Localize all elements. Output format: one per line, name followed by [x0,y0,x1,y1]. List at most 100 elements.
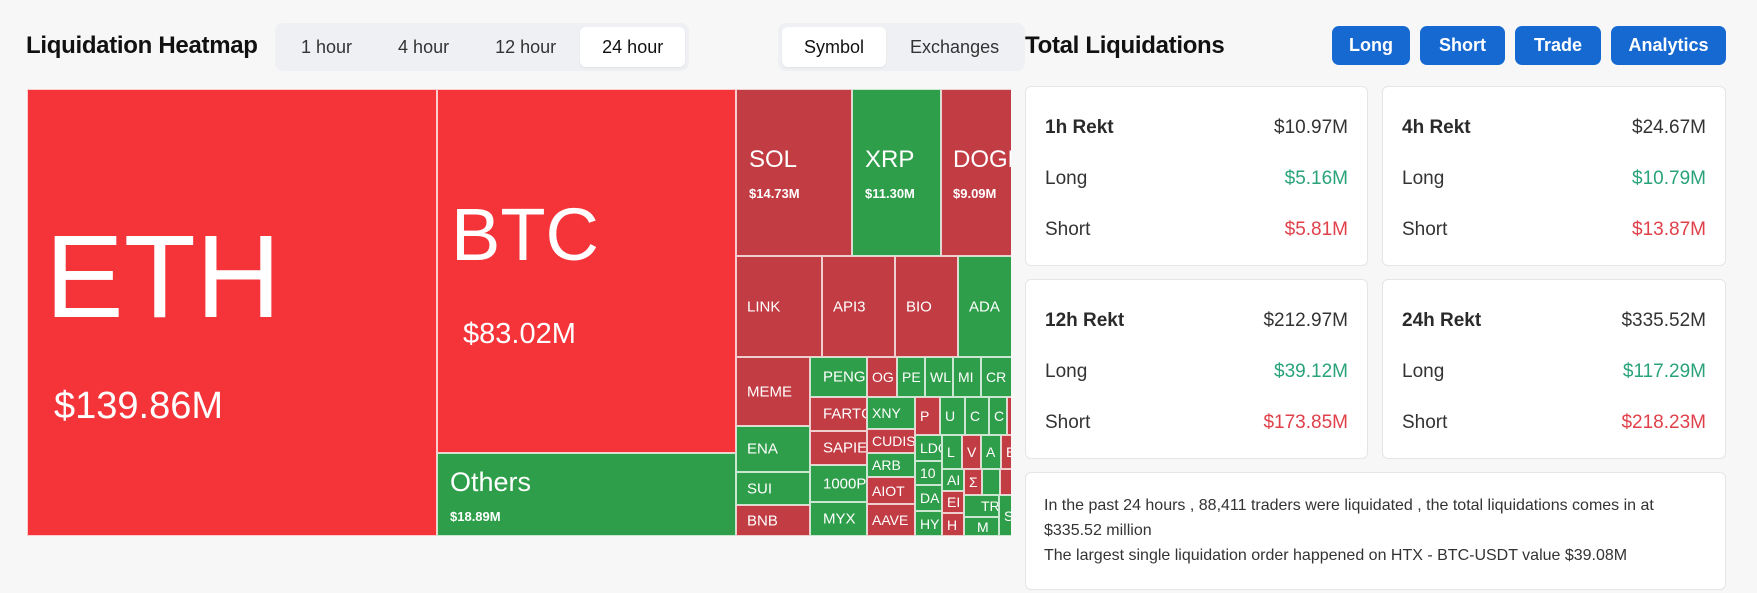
treemap-cell-api3[interactable]: API3 [822,256,895,357]
treemap-cell-p[interactable]: P [915,397,940,435]
cell-symbol: Σ [969,474,978,490]
cell-symbol: MYX [823,510,856,528]
treemap-cell-1000pepe[interactable]: 1000PEPE [810,465,867,502]
short-label: Short [1045,219,1091,240]
treemap-cell-h[interactable]: H [942,513,964,536]
treemap-cell-meme[interactable]: MEME [736,357,810,426]
grouping-symbol[interactable]: Symbol [782,27,887,67]
timeframe-1-hour[interactable]: 1 hour [301,37,353,57]
cell-symbol: MI [958,369,974,385]
timeframe-4-hour[interactable]: 4 hour [398,37,450,57]
cell-symbol: H [947,516,958,533]
treemap-cell-bnb[interactable]: BNB [736,505,810,536]
treemap-cell-doge[interactable]: DOGE $9.09M [941,89,1011,256]
treemap-cell-others[interactable]: Others $18.89M [437,453,736,536]
treemap-cell-da[interactable]: DA [915,485,942,511]
treemap-cell-ada[interactable]: ADA [958,256,1011,357]
grouping-exchanges[interactable]: Exchanges [910,37,1000,57]
treemap-cell-bio[interactable]: BIO [895,256,958,357]
treemap-cell-eth[interactable]: ETH $139.86M [27,89,437,536]
treemap-cell-m[interactable]: M [964,517,999,536]
cell-symbol: SUI [747,480,773,497]
treemap-cell-hy[interactable]: HY [915,511,942,536]
treemap-cell-ena[interactable]: ENA [736,426,810,472]
treemap-cell-ai[interactable]: AI [942,469,964,491]
short-label: Short [1402,219,1448,240]
cell-symbol: C [970,408,981,424]
cell-symbol: BTC [451,193,599,276]
treemap-cell-myx[interactable]: MYX [810,502,867,536]
total-liquidations-title: Total Liquidations [1025,32,1225,59]
rekt-card-1h: 1h Rekt $10.97M Long $5.16M Short $5.81M [1025,86,1368,266]
treemap-cell-e[interactable]: E [1001,435,1011,469]
card-label: 24h Rekt [1402,310,1482,331]
timeframe-12-hour[interactable]: 12 hour [495,37,557,57]
treemap-cell-mi[interactable]: MI [953,357,981,397]
cell-symbol: BNB [747,512,778,529]
short-label: Short [1045,412,1091,433]
treemap-cell-ei[interactable]: EI [942,491,964,513]
treemap-cell-xny[interactable]: XNY [867,397,915,429]
treemap-cell-aave[interactable]: AAVE [867,504,915,536]
treemap-cell-extra[interactable] [1007,397,1011,435]
treemap-cell-aiot[interactable]: AIOT [867,477,915,504]
short-button[interactable]: Short [1420,26,1505,65]
cell-symbol: XRP [865,146,915,173]
cell-symbol: ENA [747,440,778,458]
cell-value: $14.73M [749,186,800,201]
short-value: $13.87M [1632,219,1706,240]
rekt-card-12h: 12h Rekt $212.97M Long $39.12M Short $173.8… [1025,279,1368,459]
long-value: $10.79M [1632,168,1706,189]
treemap-cell-cudis[interactable]: CUDIS [867,429,915,453]
cell-symbol: DA [920,490,940,506]
card-total: $335.52M [1621,310,1706,331]
treemap-cell-og[interactable]: OG [867,357,897,397]
cell-symbol: U [945,408,956,424]
summary-line-largest-order: The largest single liquidation order hap… [1044,547,1628,564]
long-label: Long [1402,361,1445,382]
treemap-cell-10[interactable]: 10 [915,461,942,485]
cell-symbol: WLFI [930,369,952,385]
treemap-cell-wlfi[interactable]: WLFI [925,357,953,397]
cell-symbol: ETH [45,211,281,343]
treemap-cell-c2[interactable]: C [989,397,1007,435]
treemap-cell-fartcoin[interactable]: FARTCOIN [810,397,867,431]
cell-symbol: P [920,408,930,424]
cell-symbol: CR [986,369,1007,385]
treemap-cell-u[interactable]: U [940,397,965,435]
cell-symbol: C [994,408,1005,424]
treemap-cell-s[interactable]: S [999,495,1011,536]
treemap-cell-ldo[interactable]: LDO [915,435,942,461]
cell-value: $9.09M [953,186,997,201]
timeframe-24-hour[interactable]: 24 hour [580,27,686,67]
treemap-cell-tr[interactable]: TR [964,495,999,517]
treemap-cell-sui[interactable]: SUI [736,472,810,505]
treemap-cell-arb[interactable]: ARB [867,453,915,477]
treemap-cell-pengu[interactable]: PENGU [810,357,867,397]
treemap-cell-sigma[interactable]: Σ [964,469,982,495]
treemap-cell-g1[interactable] [982,469,1000,495]
cell-value: $139.86M [54,385,224,427]
treemap-cell-l[interactable]: L [942,435,962,469]
treemap-cell-r1[interactable] [1000,469,1011,495]
treemap-cell-xrp[interactable]: XRP $11.30M [852,89,941,256]
treemap-cell-a[interactable]: A [981,435,1001,469]
treemap-cell-btc[interactable]: BTC $83.02M [437,89,736,453]
treemap-cell-link[interactable]: LINK [736,256,822,357]
cell-symbol: ARB [872,457,901,473]
treemap-cell-sol[interactable]: SOL $14.73M [736,89,852,256]
analytics-button[interactable]: Analytics [1611,26,1726,65]
cell-symbol: AAVE [872,512,909,528]
treemap-cell-c1[interactable]: C [965,397,989,435]
long-label: Long [1045,361,1088,382]
card-label: 4h Rekt [1402,117,1471,138]
long-button[interactable]: Long [1332,26,1410,65]
cell-symbol: ADA [969,298,1000,315]
treemap-cell-v[interactable]: V [962,435,981,469]
trade-button[interactable]: Trade [1515,26,1601,65]
treemap-cell-sapien[interactable]: SAPIEN [810,431,867,465]
card-label: 12h Rekt [1045,310,1125,331]
treemap-cell-pe[interactable]: PE [897,357,925,397]
cell-symbol: 10 [920,465,936,481]
treemap-cell-cr[interactable]: CR [981,357,1011,397]
